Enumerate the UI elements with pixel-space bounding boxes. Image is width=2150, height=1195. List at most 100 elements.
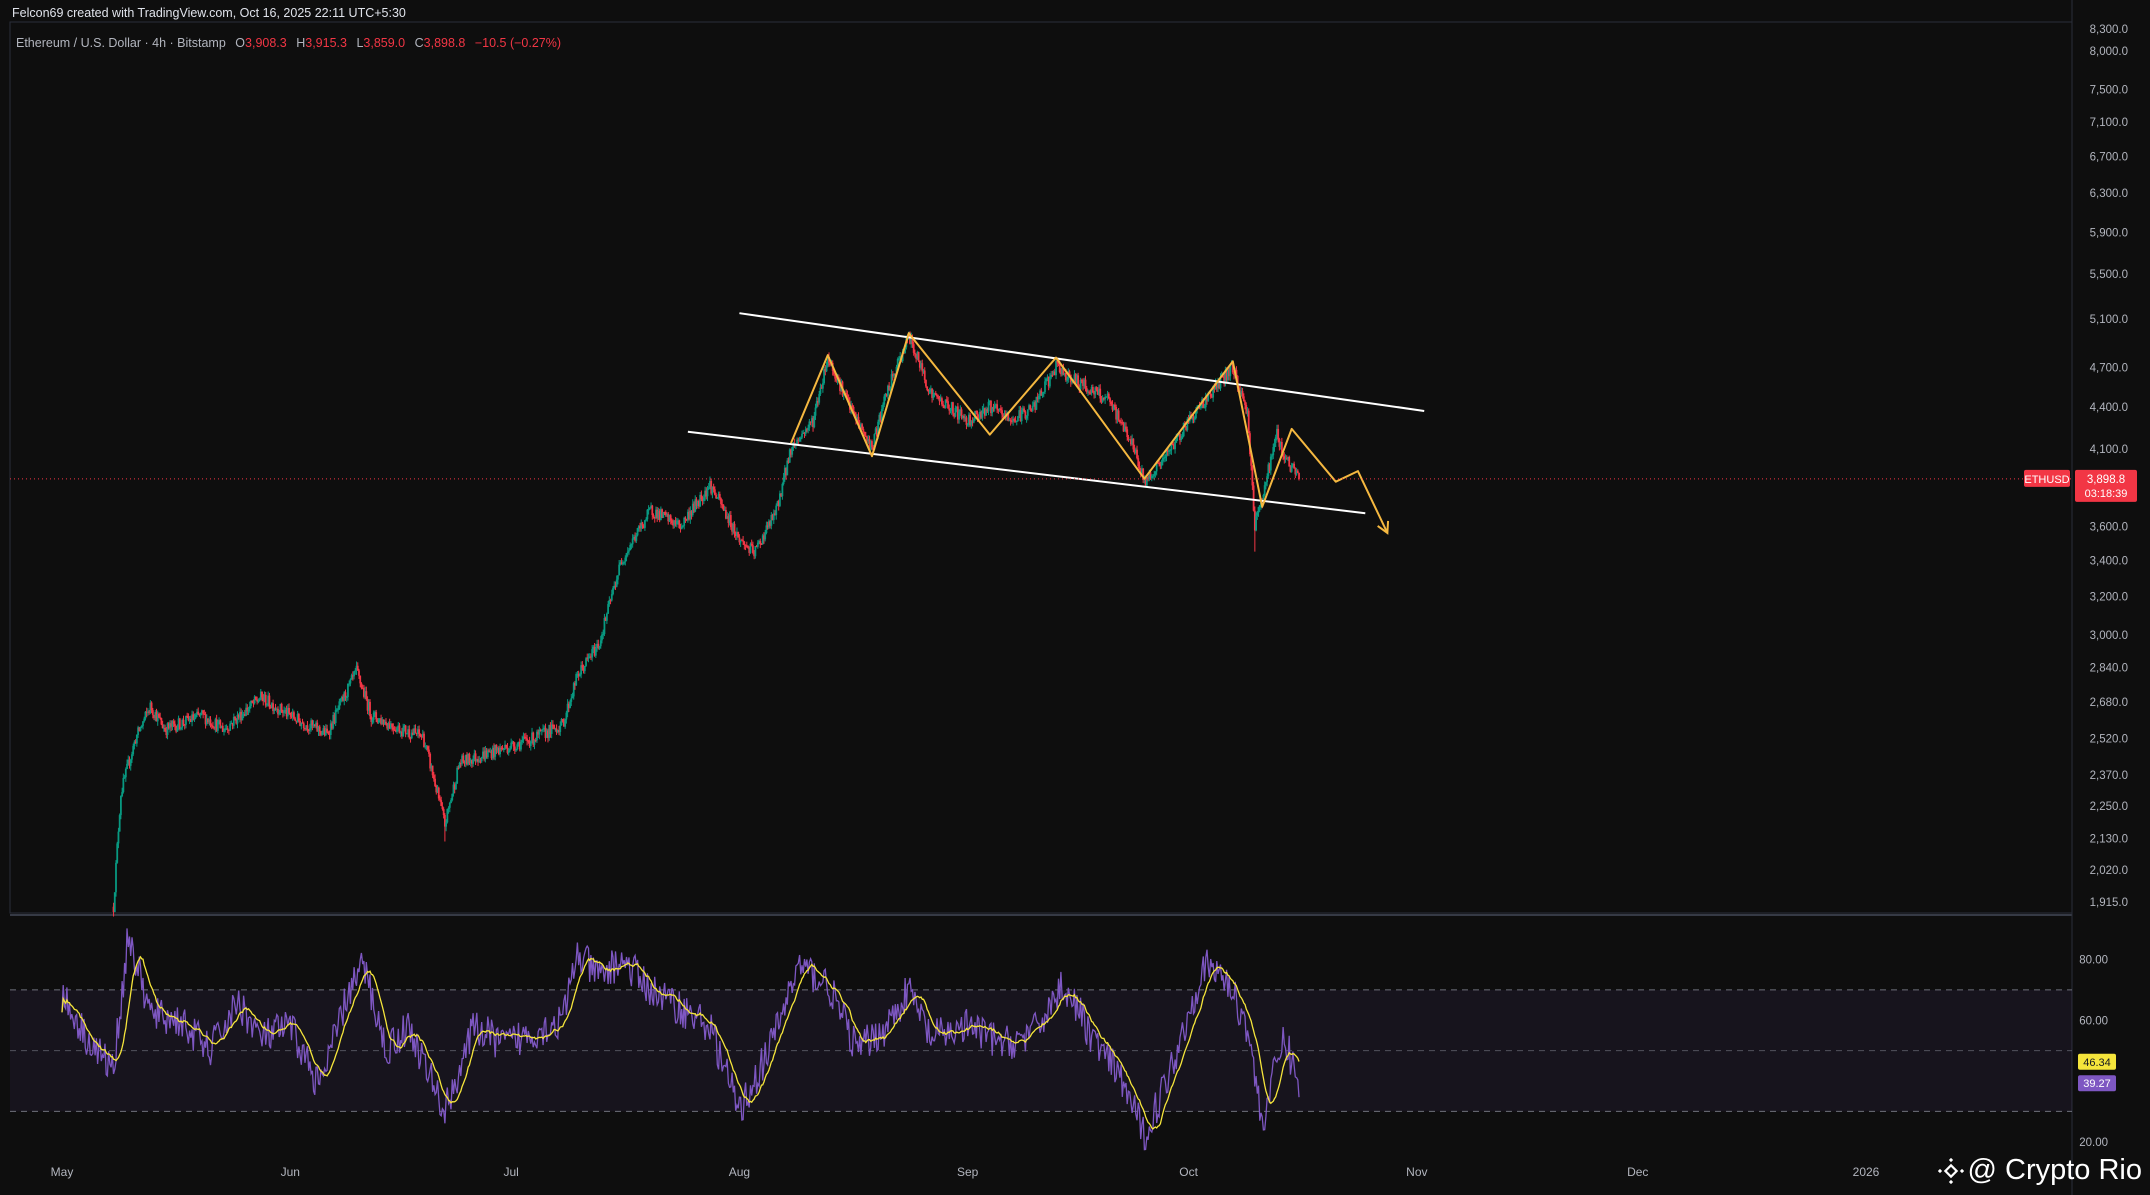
candle-body bbox=[874, 428, 877, 435]
candle-body bbox=[1105, 396, 1108, 398]
candle-body bbox=[1079, 380, 1082, 390]
candle-body bbox=[518, 741, 521, 750]
candle-body bbox=[296, 713, 299, 723]
candle-body bbox=[1052, 371, 1055, 375]
candle-body bbox=[592, 646, 595, 650]
candle-body bbox=[1126, 429, 1129, 438]
candle-body bbox=[1283, 456, 1286, 460]
candle-body bbox=[554, 728, 557, 730]
candle-body bbox=[996, 404, 999, 410]
candle-body bbox=[1101, 397, 1104, 402]
candle-body bbox=[722, 504, 725, 511]
candle-body bbox=[688, 511, 691, 520]
candle-body bbox=[205, 718, 208, 725]
price-tick-label: 2,680.0 bbox=[2090, 697, 2128, 709]
candle-body bbox=[539, 729, 542, 731]
candle-body bbox=[1166, 450, 1169, 452]
candle-body bbox=[684, 517, 687, 520]
candle-body bbox=[1037, 395, 1040, 400]
candle-body bbox=[485, 750, 488, 758]
candle-body bbox=[534, 740, 537, 742]
candle-body bbox=[619, 562, 622, 565]
candle-body bbox=[1120, 422, 1122, 424]
candle-body bbox=[699, 494, 702, 507]
candle-body bbox=[355, 665, 358, 671]
candle-body bbox=[925, 379, 927, 387]
candle-body bbox=[856, 416, 859, 421]
candle-body bbox=[958, 411, 960, 420]
candle-body bbox=[297, 713, 300, 721]
candle-body bbox=[457, 767, 460, 769]
candle-body bbox=[493, 747, 495, 757]
candle-body bbox=[375, 712, 378, 720]
candle-body bbox=[369, 701, 371, 717]
candle-body bbox=[820, 387, 823, 389]
price-tick-label: 3,600.0 bbox=[2090, 521, 2128, 533]
candle-body bbox=[806, 429, 808, 431]
candle-body bbox=[1181, 436, 1184, 439]
candle-body bbox=[358, 670, 360, 676]
candle-body bbox=[1033, 402, 1035, 407]
candle-body bbox=[1118, 420, 1121, 423]
candle-body bbox=[1204, 396, 1207, 408]
candle-body bbox=[875, 428, 878, 437]
candle-body bbox=[634, 536, 637, 541]
candle-body bbox=[853, 412, 856, 415]
candle-body bbox=[479, 760, 482, 762]
candle-body bbox=[488, 750, 490, 752]
candle-body bbox=[845, 392, 848, 395]
candle-body bbox=[1195, 409, 1197, 419]
x-tick-label: Dec bbox=[1627, 1165, 1648, 1179]
candle-body bbox=[594, 648, 597, 656]
candle-body bbox=[569, 701, 571, 708]
candle-body bbox=[776, 501, 779, 506]
candle-body bbox=[193, 717, 196, 720]
candle-body bbox=[128, 759, 131, 766]
countdown-value: 03:18:39 bbox=[2085, 488, 2128, 500]
candle-body bbox=[235, 718, 238, 724]
candle-body bbox=[468, 753, 471, 763]
candle-body bbox=[1252, 485, 1255, 511]
symbol-legend[interactable]: Ethereum / U.S. Dollar · 4h · Bitstamp O… bbox=[16, 36, 561, 50]
candle-body bbox=[1095, 387, 1098, 390]
candle-body bbox=[523, 736, 526, 738]
candle-body bbox=[1247, 410, 1250, 434]
drawings bbox=[10, 312, 2072, 535]
candle-body bbox=[252, 702, 255, 704]
price-tick-label: 1,915.0 bbox=[2090, 897, 2128, 909]
candle-body bbox=[1267, 464, 1270, 477]
candle-body bbox=[439, 798, 441, 801]
candle-body bbox=[774, 513, 776, 516]
candle-body bbox=[216, 721, 219, 731]
candle-body bbox=[758, 541, 760, 543]
candle-body bbox=[646, 509, 649, 520]
candle-body bbox=[1003, 412, 1006, 418]
candle-body bbox=[1050, 374, 1053, 378]
symbol-title: Ethereum / U.S. Dollar · 4h · Bitstamp bbox=[16, 36, 226, 50]
candle-body bbox=[1170, 443, 1173, 451]
candle-body bbox=[588, 656, 591, 658]
candle-body bbox=[1130, 439, 1132, 445]
candle-body bbox=[392, 727, 395, 730]
candle-body bbox=[663, 511, 666, 513]
candles bbox=[112, 331, 1300, 917]
candle-body bbox=[261, 691, 263, 698]
candle-body bbox=[378, 718, 381, 720]
candle-body bbox=[370, 716, 373, 722]
candle-body bbox=[1153, 474, 1156, 476]
candle-body bbox=[566, 703, 569, 713]
candle-body bbox=[349, 679, 352, 684]
candle-body bbox=[668, 515, 671, 522]
candle-body bbox=[273, 708, 276, 712]
change-value: −10.5 (−0.27%) bbox=[474, 36, 562, 50]
candle-body bbox=[360, 683, 363, 688]
low-label: L bbox=[356, 36, 364, 50]
candle-body bbox=[764, 533, 767, 540]
candle-body bbox=[1022, 408, 1024, 411]
candle-body bbox=[242, 714, 245, 716]
candle-body bbox=[230, 723, 233, 725]
candle-body bbox=[653, 516, 656, 519]
candle-body bbox=[156, 714, 159, 722]
candle-body bbox=[339, 699, 342, 702]
candle-body bbox=[278, 713, 281, 715]
